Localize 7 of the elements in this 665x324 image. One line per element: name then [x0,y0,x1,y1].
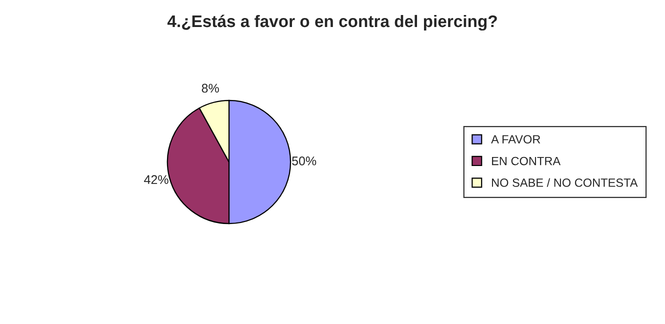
legend-label: EN CONTRA [492,156,561,166]
data-label: 50% [292,156,316,166]
chart-title: 4.¿Estás a favor o en contra del piercing? [167,14,497,31]
legend-label: A FAVOR [491,135,540,144]
data-label: 42% [144,175,168,184]
data-label: 8% [202,84,219,93]
legend-label: NO SABE / NO CONTESTA [492,178,638,187]
